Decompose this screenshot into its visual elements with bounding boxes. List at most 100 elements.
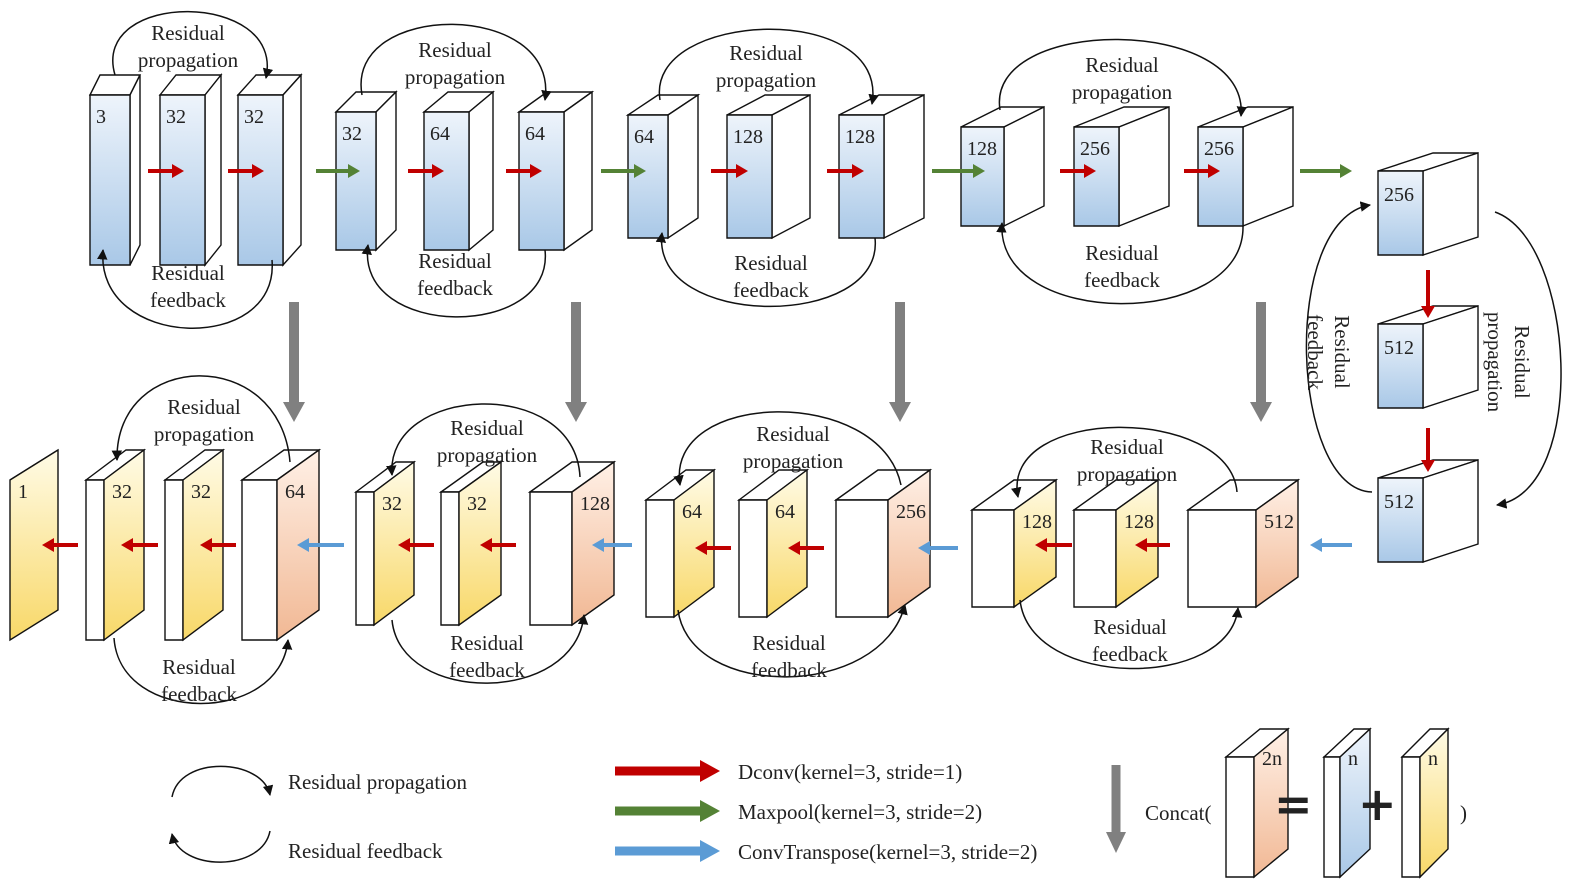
dec-stage-4-block-2-channels: 128 [1124, 511, 1154, 533]
enc-stage-3-block-1-channels: 64 [634, 126, 654, 148]
maxpool-arrow-e2 [601, 164, 646, 178]
dec-stage-2-propagation-label-line1: Residual [450, 416, 524, 440]
enc-stage-1-propagation-curve [112, 10, 274, 80]
bottleneck-block-2-channels: 512 [1384, 337, 1414, 359]
legend-maxpool-text: Maxpool(kernel=3, stride=2) [738, 800, 982, 824]
dec-stage-1-block-3-channels: 32 [112, 481, 132, 503]
dconv-arrow-b1 [1421, 270, 1435, 318]
bottleneck-block-2: 512 [1377, 305, 1479, 409]
dec-stage-4-block-1: 512 [1185, 478, 1301, 609]
enc-stage-1-block-3-channels: 32 [244, 106, 264, 128]
dec-stage-2-feedback-curve [391, 613, 589, 684]
legend-dconv-text: Dconv(kernel=3, stride=1) [738, 760, 962, 784]
enc-stage-4-propagation-label-line2: propagation [1072, 80, 1173, 104]
enc-stage-1-block-1: 3 [88, 74, 142, 266]
concat-output-block-label: 2n [1262, 748, 1282, 770]
maxpool-arrow-e3 [932, 164, 985, 178]
enc-stage-2-feedback-label: Residual feedback [417, 249, 493, 300]
dec-stage-3-feedback-label: Residual feedback [751, 631, 827, 682]
bottleneck-feedback-curve [1305, 201, 1373, 493]
legend: Residual propagation Residual feedback D… [168, 727, 1467, 879]
dec-stage-1-feedback-label-line1: Residual [162, 655, 236, 679]
enc-stage-2-feedback-label-line2: feedback [417, 276, 493, 300]
legend-convtranspose-arrow [615, 840, 720, 862]
dec-stage-3-block-1: 256 [833, 468, 933, 619]
dec-stage-3-block-2-channels: 64 [775, 501, 795, 523]
dconv-arrow-e2a [408, 164, 444, 178]
enc-stage-2-block-2: 64 [422, 90, 495, 252]
dec-stage-2-feedback-label: Residual feedback [449, 631, 525, 682]
dec-stage-3-feedback-label-line1: Residual [752, 631, 826, 655]
enc-stage-3-feedback-label-line2: feedback [733, 278, 809, 302]
dec-stage-2-block-3-channels: 32 [382, 493, 402, 515]
dconv-arrow-d1a [200, 538, 236, 552]
dconv-arrow-e4a [1060, 164, 1096, 178]
enc-stage-3-feedback-curve [655, 231, 876, 308]
enc-stage-1-block-3: 32 [236, 73, 303, 267]
dec-stage-4-block-2: 128 [1071, 478, 1161, 609]
dec-stage-4-block-3-channels: 128 [1022, 511, 1052, 533]
enc-stage-3-block-3-channels: 128 [845, 126, 875, 148]
legend-maxpool-arrow [615, 800, 720, 822]
bottleneck-block-3: 512 [1377, 459, 1479, 563]
dconv-arrow-d3b [695, 541, 731, 555]
enc-stage-2-propagation-curve [360, 23, 552, 102]
enc-stage-4-feedback-curve [996, 221, 1244, 305]
dec-stage-1-propagation-curve [111, 375, 291, 463]
enc-stage-1-feedback-label: Residual feedback [150, 261, 226, 312]
dconv-arrow-e3b [827, 164, 864, 178]
concat-input-b-block-label: n [1428, 748, 1438, 770]
dec-stage-1-propagation-label-line2: propagation [154, 422, 255, 446]
dec-stage-1-propagation-label: Residual propagation [154, 395, 255, 446]
dconv-arrow-e1b [228, 164, 264, 178]
enc-stage-1-feedback-label-line1: Residual [151, 261, 225, 285]
enc-stage-2-block-1: 32 [334, 90, 398, 252]
enc-stage-3-feedback-label-line1: Residual [734, 251, 808, 275]
enc-stage-2-propagation-label: Residual propagation [405, 38, 506, 89]
bottleneck-feedback-label-line1: Residual [1330, 315, 1354, 389]
dec-stage-1-feedback-label-line2: feedback [161, 682, 237, 706]
dec-stage-2-feedback-label-line1: Residual [450, 631, 524, 655]
dconv-arrow-d4b [1035, 538, 1072, 552]
legend-concat-arrow [1106, 765, 1126, 853]
enc-stage-3-propagation-curve [658, 28, 879, 106]
enc-stage-1-block-2: 32 [158, 73, 223, 267]
legend-propagation-text: Residual propagation [288, 770, 468, 794]
enc-stage-3-block-3: 128 [838, 93, 925, 240]
dec-stage-3-block-3: 64 [643, 468, 717, 619]
bottleneck-block-1-channels: 256 [1384, 184, 1414, 206]
dec-stage-3-block-3-channels: 64 [682, 501, 702, 523]
enc-stage-2-propagation-label-line2: propagation [405, 65, 506, 89]
enc-stage-3-block-1: 64 [625, 93, 701, 240]
concat-input-b-block: n [1400, 727, 1450, 879]
concat-arrow-3 [889, 302, 911, 422]
enc-stage-3-block-2: 128 [726, 93, 811, 240]
convtranspose-arrow-d1 [297, 538, 344, 552]
bottleneck-block-3-channels: 512 [1384, 491, 1414, 513]
enc-stage-4-block-1: 128 [960, 105, 1045, 228]
bottleneck-block-1: 256 [1377, 152, 1479, 256]
dec-stage-2-propagation-label: Residual propagation [437, 416, 538, 467]
dec-stage-1-block-2-channels: 32 [191, 481, 211, 503]
dec-stage-4-feedback-label: Residual feedback [1092, 615, 1168, 666]
dec-stage-3-block-2: 64 [736, 468, 810, 619]
enc-stage-1-propagation-label-line1: Residual [151, 21, 225, 45]
legend-propagation-icon [171, 765, 274, 798]
dec-stage-4-feedback-curve [1019, 599, 1243, 670]
bottleneck-feedback-label-line2: feedback [1303, 314, 1327, 390]
enc-stage-1-feedback-curve [97, 248, 273, 329]
dconv-arrow-e3a [711, 164, 748, 178]
legend-concat-close: ) [1460, 801, 1467, 825]
dec-stage-2-propagation-curve [386, 403, 581, 478]
enc-stage-1-block-1-channels: 3 [96, 106, 106, 128]
enc-stage-1-propagation-label-line2: propagation [138, 48, 239, 72]
flow-arrows [42, 164, 1435, 555]
dec-stage-4-propagation-label-line1: Residual [1090, 435, 1164, 459]
dec-stage-2-block-3: 32 [353, 460, 417, 627]
enc-stage-3-propagation-label-line2: propagation [716, 68, 817, 92]
enc-stage-2-propagation-label-line1: Residual [418, 38, 492, 62]
dec-stage-1-block-1-channels: 64 [285, 481, 305, 503]
dconv-arrow-d1b [121, 538, 158, 552]
